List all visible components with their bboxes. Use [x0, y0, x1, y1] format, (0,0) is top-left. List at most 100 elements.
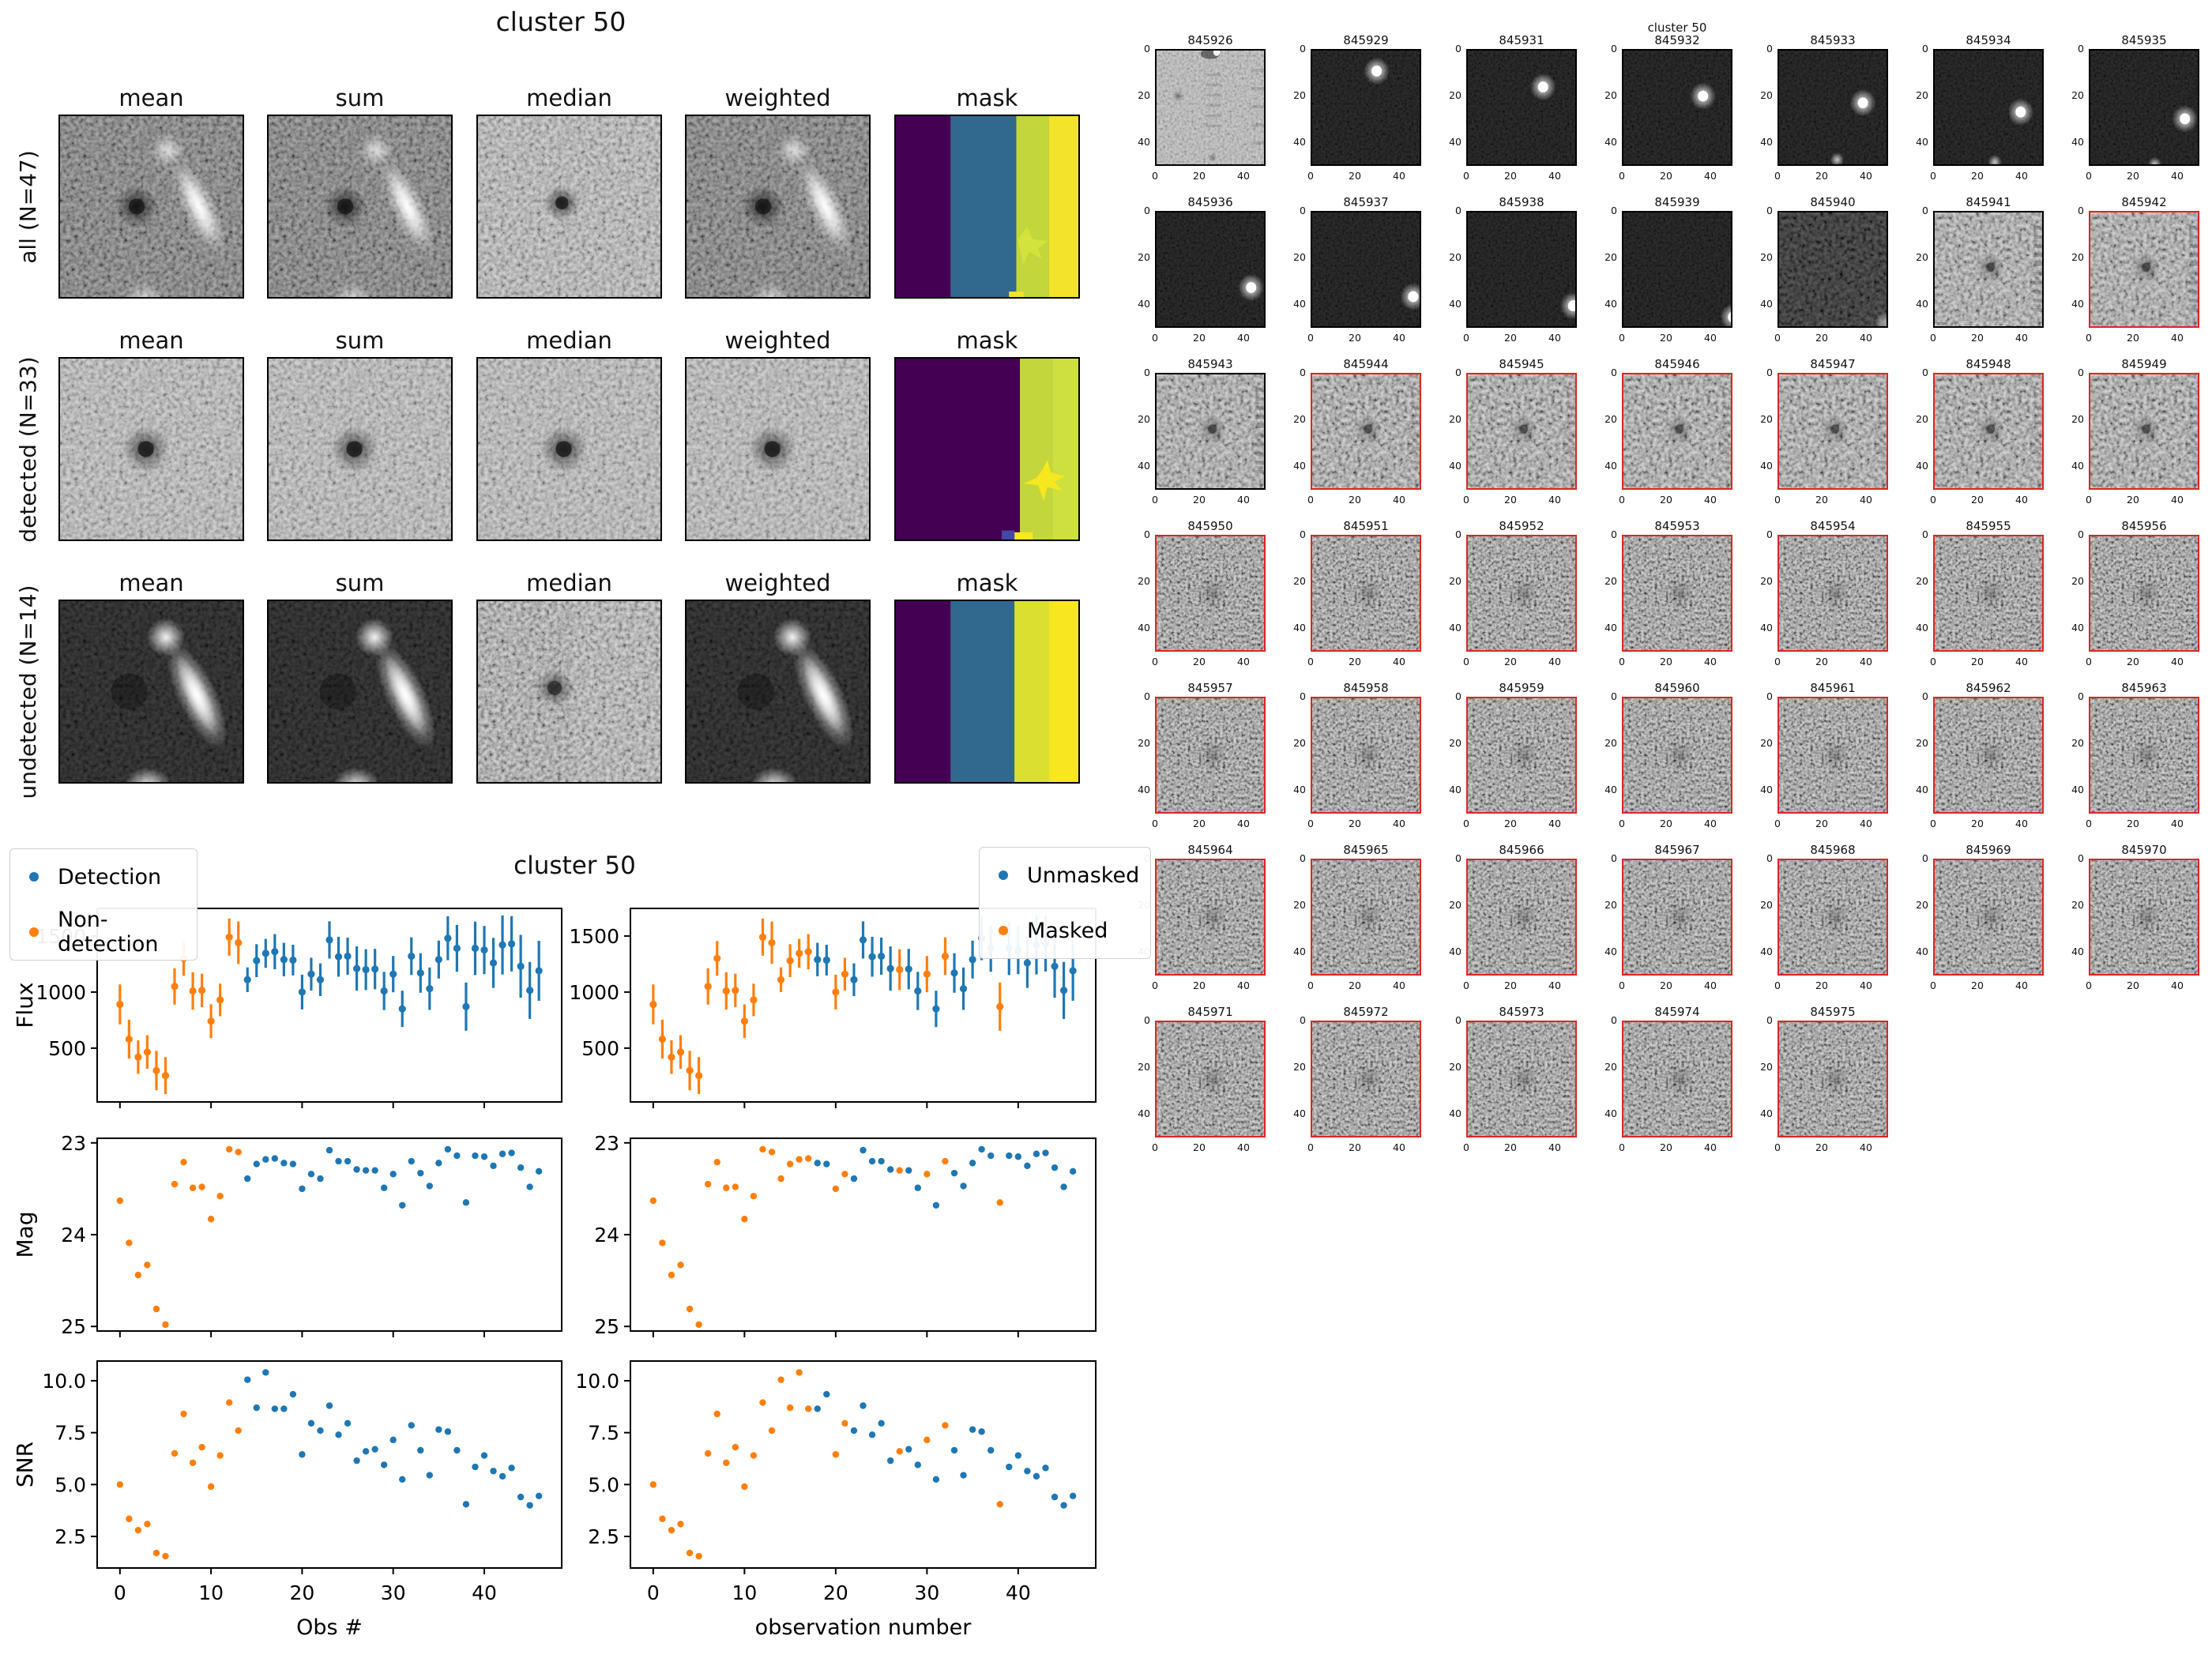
data-point: [362, 1167, 370, 1174]
data-point: [868, 1431, 876, 1438]
data-point: [832, 1451, 840, 1458]
thumbnail-title: 845929: [1343, 33, 1389, 47]
thumb-y-tick: 40: [1760, 622, 1773, 634]
data-point: [741, 1483, 748, 1491]
data-point: [932, 1476, 940, 1483]
data-point: [417, 1446, 424, 1454]
thumb-x-tick: 40: [1860, 170, 1872, 182]
cutout-pixels: [1312, 536, 1420, 650]
thumbnail-title: 845951: [1343, 519, 1389, 533]
thumb-y-tick: 0: [1455, 528, 1462, 540]
thumb-y-tick: 0: [1611, 367, 1617, 378]
data-point: [535, 967, 543, 975]
data-point: [244, 1175, 251, 1183]
data-point: [462, 1002, 470, 1010]
thumb-x-tick: 0: [1463, 332, 1469, 344]
thumb-x-tick: 0: [1307, 1141, 1314, 1153]
thumb-x-tick: 20: [1660, 980, 1672, 991]
thumb-x-tick: 40: [1237, 656, 1250, 667]
thumbnail-845940: [1778, 211, 1888, 328]
data-point: [325, 936, 333, 944]
thumbnail-845968: [1778, 859, 1888, 976]
thumb-y-tick: 40: [1760, 460, 1773, 472]
thumb-y-tick: 40: [1916, 784, 1928, 796]
data-point: [713, 954, 721, 962]
thumb-x-tick: 20: [1815, 1141, 1828, 1153]
thumb-x-tick: 0: [2086, 332, 2092, 344]
thumb-y-tick: 40: [1604, 946, 1617, 958]
thumb-y-tick: 20: [2071, 575, 2084, 588]
data-point: [1024, 1468, 1031, 1475]
cutout-pixels: [1779, 1022, 1887, 1136]
cutout-pixels: [2090, 212, 2198, 326]
data-point: [841, 1171, 848, 1178]
data-point: [1060, 1502, 1067, 1509]
data-point: [144, 1262, 151, 1269]
thumb-y-tick: 0: [2078, 43, 2084, 55]
data-point: [353, 1166, 360, 1173]
x-tick-label: 20: [290, 1581, 315, 1604]
thumbnail-845941: [1933, 211, 2044, 328]
data-point: [1006, 1463, 1013, 1471]
data-point: [189, 987, 197, 995]
thumbnail-title: 845926: [1187, 33, 1233, 47]
thumb-x-tick: 20: [1971, 332, 1984, 344]
data-point: [950, 969, 958, 977]
thumb-x-tick: 0: [2086, 656, 2092, 667]
data-point: [659, 1239, 666, 1246]
thumb-y-tick: 0: [1922, 367, 1928, 378]
data-point: [832, 1185, 840, 1193]
thumb-x-tick: 20: [1971, 818, 1984, 829]
data-point: [732, 1183, 739, 1190]
thumb-y-tick: 40: [1449, 460, 1462, 472]
thumb-x-tick: 40: [1704, 818, 1717, 829]
cutout-pixels: [687, 116, 869, 297]
data-point: [480, 946, 488, 954]
data-point: [152, 1305, 160, 1313]
cutout-pixels: [1157, 698, 1264, 812]
data-point: [380, 1461, 388, 1468]
thumbnail-title: 845975: [1810, 1005, 1856, 1019]
cutout-pixels: [269, 116, 451, 297]
thumb-x-tick: 20: [1815, 818, 1828, 829]
thumb-x-tick: 0: [1307, 332, 1314, 344]
thumb-x-tick: 40: [1860, 818, 1872, 829]
subplot-mag-right: 23 24 25: [594, 1132, 1097, 1338]
data-point: [216, 1193, 224, 1200]
thumb-x-tick: 0: [1307, 980, 1314, 991]
cutout-image-undet: [267, 600, 453, 784]
thumb-x-tick: 20: [2127, 656, 2139, 667]
data-point: [1024, 1162, 1031, 1170]
data-point: [517, 1493, 525, 1501]
thumbnail-845946: [1622, 373, 1732, 490]
data-point: [823, 1390, 830, 1398]
thumbnail-title: 845972: [1343, 1005, 1389, 1019]
thumb-y-tick: 20: [1293, 899, 1306, 912]
thumbnail-title: 845974: [1654, 1005, 1700, 1019]
data-point: [152, 1066, 160, 1074]
cutout-column-title: mask: [956, 85, 1018, 111]
thumbnail-title: 845970: [2121, 843, 2167, 857]
thumb-x-tick: 0: [1930, 170, 1936, 182]
data-point: [144, 1521, 151, 1528]
thumb-y-tick: 0: [1766, 690, 1773, 702]
thumb-x-tick: 0: [1619, 980, 1625, 991]
thumbnail-title: 845957: [1187, 681, 1233, 695]
data-point: [271, 948, 279, 956]
data-point: [886, 1166, 894, 1173]
thumb-x-tick: 40: [1393, 332, 1405, 344]
thumbnail-title: 845945: [1499, 357, 1544, 371]
data-point: [914, 987, 922, 995]
cutout-pixels: [1157, 1022, 1264, 1136]
data-point: [480, 1452, 488, 1459]
data-point: [426, 1472, 434, 1479]
data-point: [353, 1457, 360, 1465]
thumb-y-tick: 0: [2078, 528, 2084, 540]
thumb-x-tick: 40: [2171, 980, 2184, 991]
cutout-pixels: [687, 601, 869, 782]
data-point: [832, 988, 840, 996]
thumb-y-tick: 20: [1604, 413, 1617, 426]
data-point: [695, 1552, 702, 1560]
thumbnail-title: 845946: [1654, 357, 1700, 371]
data-point: [426, 985, 434, 993]
